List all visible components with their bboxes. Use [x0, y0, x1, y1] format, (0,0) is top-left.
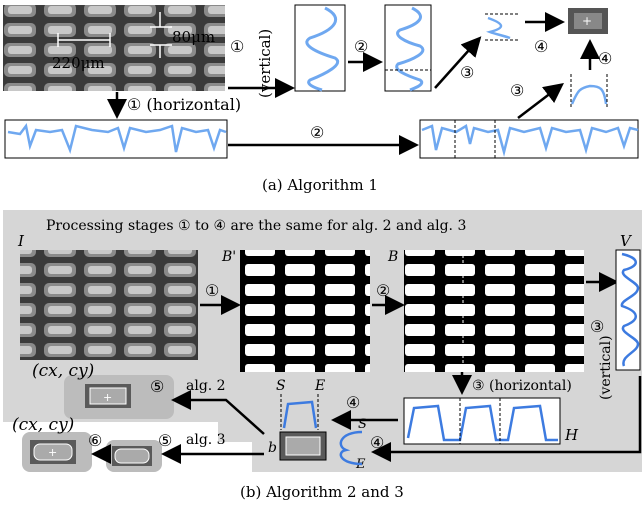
label-B-prime: B' [221, 249, 236, 265]
step4-lower-b: ④ [370, 433, 384, 452]
step6-label: ⑥ [88, 431, 102, 450]
label-S2: S [358, 417, 367, 432]
horizontal-profile-H [403, 397, 561, 445]
coord-label-upper: (cx, cy) [32, 361, 94, 381]
step2-label-b: ② [376, 281, 390, 300]
step3-right-label: ③ [590, 317, 604, 336]
step5-upper-b: ⑤ [150, 377, 164, 396]
horizontal-profile-box [4, 119, 228, 159]
step1-vertical-label: ① [230, 37, 244, 56]
selected-segment-vertical [486, 16, 511, 40]
label-I: I [17, 232, 25, 250]
label-H: H [564, 426, 579, 444]
panel-b: Processing stages ① to ④ are the same fo… [3, 210, 642, 501]
horizontal-profile-box-2 [419, 119, 639, 159]
panel-a: 220μm 80μm ① (vertical) ② ③ ④ + ④ [3, 4, 639, 194]
step4-upper-right: ④ [598, 49, 612, 68]
label-B: B [387, 249, 398, 265]
label-b: b [268, 440, 277, 456]
step2-bottom-label: ② [310, 123, 324, 142]
vertical-label-b: (vertical) [598, 335, 614, 400]
step4-upper-b: ④ [346, 393, 360, 412]
cropped-vertical-profile [339, 430, 363, 466]
vertical-label-a: (vertical) [256, 29, 274, 98]
vertical-profile-curve [305, 6, 339, 92]
vertical-profile-box [294, 4, 346, 92]
dim-label-horizontal: 220μm [52, 54, 105, 72]
label-V: V [620, 232, 633, 250]
alg2-label: alg. 2 [186, 378, 226, 394]
input-image-I [20, 250, 198, 360]
caption-a: (a) Algorithm 1 [262, 176, 378, 194]
selected-segment-horizontal [570, 84, 608, 105]
centroid-marker-alg2-icon: + [103, 391, 112, 404]
panel-b-header: Processing stages ① to ④ are the same fo… [46, 218, 466, 234]
step1-label-b: ① [205, 281, 219, 300]
horizontal-profile-curve [7, 123, 227, 155]
binary-image-B-prime [240, 250, 370, 372]
step3-lower-label: ③ [510, 81, 524, 100]
coord-label-lower: (cx, cy) [12, 415, 74, 435]
label-E: E [314, 378, 325, 394]
dim-label-vertical: 80μm [172, 28, 215, 46]
center-marker-icon: + [582, 14, 592, 28]
horizontal-label-a: ① (horizontal) [127, 95, 241, 114]
step4-label-a: ④ [534, 37, 548, 56]
microscope-image-a [3, 5, 225, 91]
step5-lower-b: ⑤ [158, 431, 172, 450]
label-S: S [276, 378, 286, 394]
caption-b: (b) Algorithm 2 and 3 [240, 483, 404, 501]
binary-image-B [404, 250, 584, 372]
step3-label-a: ③ [460, 63, 474, 82]
vertical-profile-box-2 [384, 4, 432, 92]
step2-label-a: ② [354, 37, 368, 56]
centroid-marker-alg3-icon: + [48, 446, 57, 459]
horizontal-label-b: ③ (horizontal) [472, 378, 572, 394]
cropped-horizontal-profile [282, 400, 318, 429]
alg3-label: alg. 3 [186, 432, 226, 448]
